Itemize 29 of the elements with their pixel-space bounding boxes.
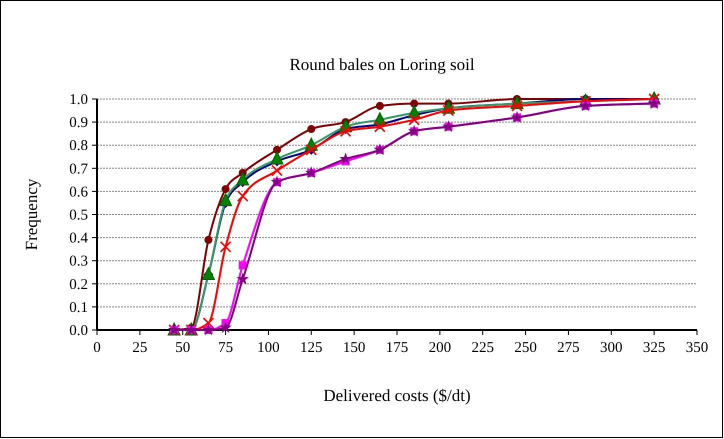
x-tick-label: 275 [557, 340, 580, 356]
x-axis-title: Delivered costs ($/dt) [323, 386, 471, 405]
x-tick-label: 125 [300, 340, 323, 356]
y-tick-label: 0.7 [69, 161, 88, 178]
x-tick-label: 50 [175, 340, 190, 356]
x-tick-label: 225 [471, 340, 494, 356]
x-tick-label: 150 [342, 340, 366, 356]
y-tick-label: 0.2 [69, 276, 88, 293]
chart-title: Round bales on Loring soil [289, 55, 475, 74]
x-tick-label: 75 [218, 340, 234, 356]
y-tick-label: 0.9 [69, 115, 88, 132]
x-tick-label: 175 [386, 340, 408, 356]
y-tick-label: 0.8 [69, 138, 88, 154]
y-tick-label: 0.1 [69, 300, 88, 316]
y-tick-label: 1.0 [69, 92, 88, 108]
y-tick-label: 0.3 [69, 254, 88, 270]
x-tick-label: 200 [428, 340, 452, 356]
x-tick-label: 325 [642, 340, 666, 356]
x-tick-label: 25 [132, 340, 148, 356]
y-axis-title: Frequency [22, 178, 41, 250]
x-tick-label: 100 [257, 340, 280, 356]
x-tick-label: 250 [514, 340, 537, 356]
y-tick-label: 0.4 [69, 230, 88, 247]
x-tick-label: 350 [686, 340, 708, 356]
x-tick-label: 300 [600, 340, 623, 356]
y-tick-label: 0.6 [69, 184, 88, 200]
y-tick-label: 0.0 [69, 323, 88, 339]
y-tick-label: 0.5 [69, 208, 88, 224]
x-tick-label: 0 [93, 340, 101, 356]
